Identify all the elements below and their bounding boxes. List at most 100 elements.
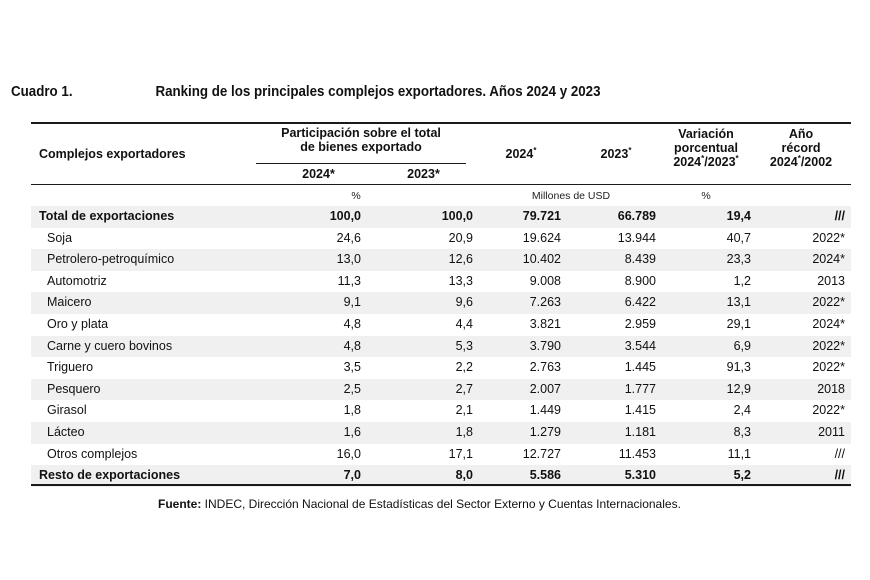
- cell-p23: 8,0: [455, 468, 473, 483]
- table-row: Resto de exportaciones 7,0 8,0 5.586 5.310 5,…: [31, 465, 851, 487]
- cell-var: 29,1: [726, 316, 751, 331]
- cell-e23: 1.445: [624, 360, 656, 375]
- table-bottom-rule: [31, 484, 851, 486]
- units-pct: %: [351, 190, 361, 202]
- row-label: Petrolero-petroquímico: [47, 252, 175, 267]
- cell-p23: 17,1: [448, 446, 473, 461]
- table-row: Lácteo 1,6 1,8 1.279 1.181 8,3 2011: [31, 421, 851, 444]
- cell-p24: 2,5: [343, 381, 361, 396]
- cell-e24: 1.279: [529, 424, 561, 439]
- cell-var: 5,2: [733, 468, 751, 483]
- caption-title: Ranking de los principales complejos exp…: [155, 84, 601, 100]
- row-label: Triguero: [47, 360, 94, 375]
- table-row: Carne y cuero bovinos 4,8 5,3 3.790 3.544 6,9…: [31, 335, 851, 358]
- table-top-rule: [31, 122, 851, 124]
- table-row: Triguero 3,5 2,2 2.763 1.445 91,3 2022*: [31, 357, 851, 379]
- cell-p23: 13,3: [448, 273, 473, 288]
- header-complejos: Complejos exportadores: [39, 147, 186, 161]
- table-row: Pesquero 2,5 2,7 2.007 1.777 12,9 2018: [31, 378, 851, 401]
- table-row: Total de exportaciones 100,0 100,0 79.721 66…: [31, 206, 851, 228]
- header-bottom-rule: [31, 184, 851, 185]
- cell-p24: 24,6: [336, 230, 361, 245]
- cell-e23: 3.544: [624, 338, 656, 353]
- cell-e23: 8.439: [624, 252, 656, 267]
- cell-p24: 4,8: [343, 316, 361, 331]
- cell-p24: 3,5: [343, 360, 361, 375]
- cell-e23: 11.453: [618, 446, 656, 461]
- table-row: Automotriz 11,3 13,3 9.008 8.900 1,2 2013: [31, 271, 851, 293]
- cell-e24: 79.721: [522, 209, 561, 223]
- cell-rec: 2022*: [812, 295, 845, 310]
- table-row: Girasol 1,8 2,1 1.449 1.415 2,4 2022*: [31, 400, 851, 422]
- cell-e24: 19.624: [522, 230, 561, 245]
- cell-var: 23,3: [726, 252, 751, 267]
- cell-p24: 11,3: [337, 273, 361, 288]
- cell-rec: 2011: [818, 424, 845, 439]
- units-var-pct: %: [701, 190, 711, 202]
- cell-var: 40,7: [726, 230, 751, 245]
- cell-p23: 4,4: [455, 316, 473, 331]
- cell-e24: 7.263: [529, 295, 561, 310]
- source-text: INDEC, Dirección Nacional de Estadística…: [201, 497, 681, 511]
- cell-e23: 6.422: [624, 295, 656, 310]
- cell-rec: 2022*: [812, 230, 845, 245]
- table-row: Otros complejos 16,0 17,1 12.727 11.453 11,1 /…: [31, 444, 851, 466]
- units-musd: Millones de USD: [531, 190, 611, 202]
- header-ano-record: Año récord 2024*/2002: [769, 127, 833, 169]
- cell-e23: 5.310: [624, 468, 656, 483]
- cell-var: 12,9: [726, 381, 751, 396]
- row-label: Resto de exportaciones: [39, 468, 181, 483]
- cell-p23: 1,8: [455, 424, 473, 439]
- table-row: Maicero 9,1 9,6 7.263 6.422 13,1 2022*: [31, 292, 851, 314]
- cell-rec: 2022*: [812, 360, 845, 375]
- participacion-underline: [256, 163, 466, 164]
- row-label: Maicero: [47, 295, 92, 310]
- cell-rec: 2013: [817, 273, 845, 288]
- cell-p24: 100,0: [329, 209, 361, 223]
- table-caption: Cuadro 1. Ranking de los principales com…: [11, 84, 784, 104]
- cell-e24: 10.402: [522, 252, 561, 267]
- cell-p24: 1,6: [343, 424, 361, 439]
- cell-var: 6,9: [733, 338, 751, 353]
- source-label: Fuente:: [158, 497, 202, 511]
- cell-var: 8,3: [733, 424, 751, 439]
- cell-p24: 9,1: [343, 295, 361, 310]
- cell-p23: 12,6: [448, 252, 473, 267]
- header-variacion: Variación porcentual 2024*/2023*: [673, 127, 739, 169]
- cell-p24: 13,0: [336, 252, 361, 267]
- cell-p24: 7,0: [343, 468, 361, 483]
- exports-table: Complejos exportadores Participación sob…: [31, 122, 851, 487]
- cell-p24: 1,8: [343, 403, 361, 418]
- cell-e23: 1.415: [624, 403, 656, 418]
- cell-p23: 9,6: [455, 295, 473, 310]
- cell-var: 91,3: [726, 360, 751, 375]
- cell-rec: 2022*: [812, 403, 845, 418]
- table-row: Oro y plata 4,8 4,4 3.821 2.959 29,1 2024*: [31, 314, 851, 336]
- cell-var: 19,4: [726, 209, 751, 223]
- cell-p23: 5,3: [455, 338, 473, 353]
- table-row: Soja 24,6 20,9 19.624 13.944 40,7 2022*: [31, 228, 851, 250]
- cell-p23: 2,1: [455, 403, 473, 418]
- cell-p23: 100,0: [441, 209, 473, 223]
- cell-p24: 4,8: [343, 338, 361, 353]
- row-label: Total de exportaciones: [39, 209, 175, 223]
- row-label: Soja: [47, 230, 73, 245]
- cell-rec: 2024*: [812, 252, 845, 267]
- cell-e24: 3.790: [529, 338, 561, 353]
- cell-e23: 2.959: [624, 316, 656, 331]
- table-body: Total de exportaciones 100,0 100,0 79.721 66…: [31, 206, 851, 487]
- row-label: Girasol: [47, 403, 87, 418]
- cell-e24: 1.449: [529, 403, 561, 418]
- row-label: Pesquero: [47, 381, 101, 396]
- cell-rec: 2018: [817, 381, 845, 396]
- cell-e23: 66.789: [617, 209, 656, 223]
- cell-e24: 9.008: [529, 273, 561, 288]
- row-label: Automotriz: [47, 273, 107, 288]
- cell-rec: ///: [834, 468, 845, 483]
- cell-e24: 5.586: [529, 468, 561, 483]
- cell-e24: 12.727: [522, 446, 561, 461]
- source-note: Fuente: INDEC, Dirección Nacional de Est…: [158, 497, 681, 511]
- cell-p23: 2,7: [455, 381, 473, 396]
- cell-var: 11,1: [727, 446, 751, 461]
- cell-e23: 8.900: [624, 273, 656, 288]
